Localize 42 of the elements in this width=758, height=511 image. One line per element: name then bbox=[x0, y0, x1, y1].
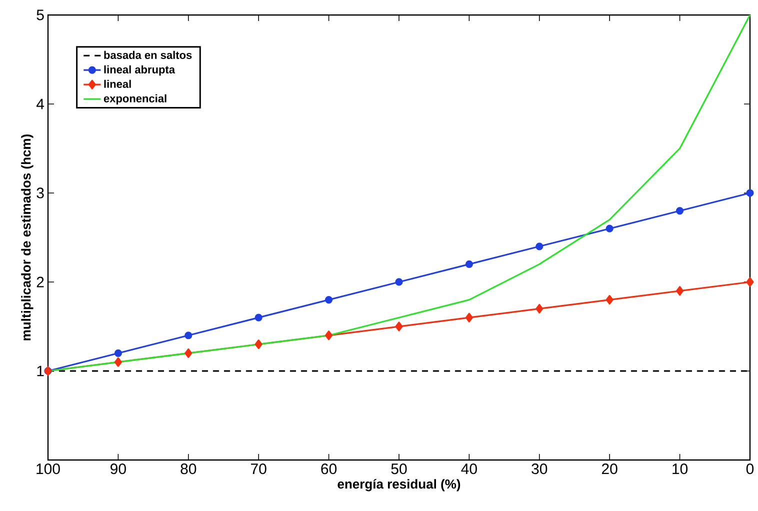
y-axis-title: multiplicador de estimados (hcm) bbox=[21, 134, 34, 340]
legend-label: lineal abrupta bbox=[104, 65, 176, 76]
x-tick-label: 0 bbox=[746, 464, 754, 474]
x-tick-label: 70 bbox=[251, 464, 266, 474]
legend-label: lineal bbox=[104, 80, 131, 88]
legend-label: basada en saltos bbox=[104, 50, 192, 59]
x-tick-label: 40 bbox=[461, 464, 477, 474]
point bbox=[746, 189, 754, 197]
point bbox=[465, 260, 473, 268]
legend-label: exponencial bbox=[104, 94, 166, 105]
point bbox=[184, 348, 192, 358]
point bbox=[536, 304, 544, 314]
point bbox=[114, 349, 122, 357]
x-tick-label: 90 bbox=[110, 464, 126, 474]
point bbox=[746, 277, 754, 287]
point bbox=[465, 312, 473, 322]
point bbox=[606, 294, 614, 305]
point bbox=[254, 314, 262, 322]
point bbox=[324, 330, 333, 340]
point bbox=[676, 286, 684, 296]
x-tick-label: 20 bbox=[602, 464, 618, 474]
point bbox=[114, 357, 122, 367]
x-axis-title: energía residual (%) bbox=[338, 479, 460, 492]
point bbox=[606, 224, 614, 232]
x-tick-label: 60 bbox=[321, 464, 337, 474]
x-tick-label: 80 bbox=[180, 464, 196, 474]
point bbox=[676, 206, 684, 215]
x-tick-label: 100 bbox=[36, 464, 60, 474]
point bbox=[254, 339, 262, 350]
y-tick-label: 4 bbox=[36, 98, 44, 110]
y-tick-label: 2 bbox=[36, 276, 44, 288]
point bbox=[536, 242, 544, 250]
x-tick-label: 30 bbox=[532, 464, 548, 474]
x-tick-label: 10 bbox=[672, 464, 688, 474]
x-tick-label: 50 bbox=[391, 464, 407, 474]
y-tick-label: 1 bbox=[37, 366, 44, 376]
y-tick-label: 5 bbox=[36, 10, 44, 20]
y-tick-label: 3 bbox=[36, 188, 44, 198]
point bbox=[395, 278, 403, 286]
point bbox=[395, 322, 403, 332]
point bbox=[324, 296, 333, 304]
point bbox=[184, 332, 192, 340]
